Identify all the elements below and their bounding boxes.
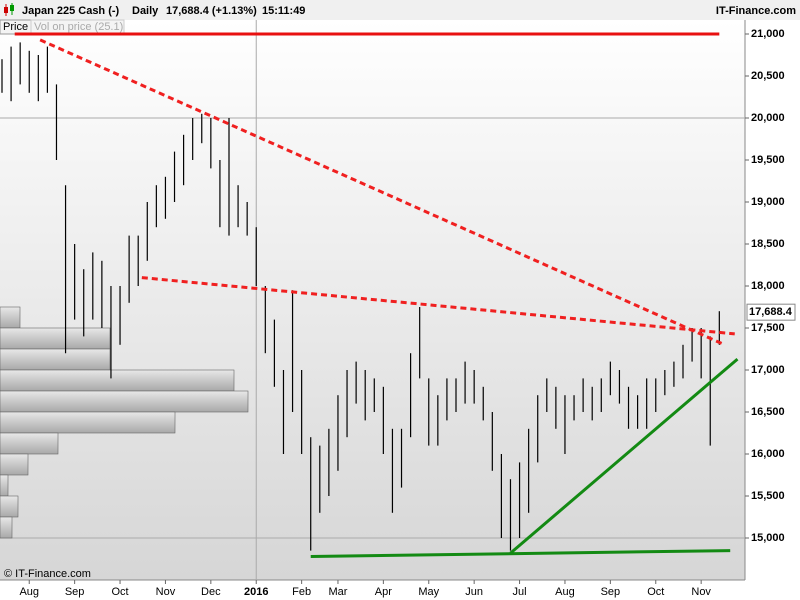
x-tick-label: Apr [375,586,392,598]
trend-line [509,357,739,555]
axis-background [0,580,745,600]
x-tick-label: Sep [65,586,85,598]
y-tick-label: 17,500 [751,322,785,334]
volume-bar [0,453,29,476]
x-tick-label: Dec [201,586,221,598]
volume-bar [0,348,111,371]
y-tick-label: 19,000 [751,196,785,208]
volume-bar [0,327,111,350]
y-tick-label: 21,000 [751,28,785,40]
copyright: © IT-Finance.com [4,568,91,580]
x-tick-label: Oct [647,586,664,598]
x-tick-label: Aug [555,586,575,598]
x-tick-label: Jun [465,586,483,598]
time: 15:11:49 [262,5,305,17]
volume-bar [0,306,21,329]
x-tick-label: 2016 [244,586,268,598]
tab-label[interactable]: Vol on price (25.1) [34,21,123,33]
trend-line [39,38,726,347]
y-tick-label: 16,000 [751,448,785,460]
tab-label[interactable]: Price [3,21,28,33]
y-tick-label: 18,000 [751,280,785,292]
volume-bar [0,495,19,518]
x-tick-label: Oct [111,586,128,598]
volume-bar [0,474,9,497]
y-tick-label: 15,000 [751,532,785,544]
trend-line [310,549,731,558]
x-tick-label: Nov [691,586,711,598]
x-tick-label: May [418,586,439,598]
x-tick-label: Feb [292,586,311,598]
brand: IT-Finance.com [716,5,796,17]
x-tick-label: Aug [19,586,39,598]
x-tick-label: Jul [513,586,527,598]
x-tick-label: Nov [156,586,176,598]
volume-bar [0,516,13,539]
y-tick-label: 15,500 [751,490,785,502]
x-tick-label: Sep [601,586,621,598]
y-tick-label: 19,500 [751,154,785,166]
y-tick-label: 20,000 [751,112,785,124]
volume-bar [0,411,176,434]
last-price-box [746,303,796,321]
y-tick-label: 18,500 [751,238,785,250]
icon [4,3,14,16]
y-tick-label: 17,000 [751,364,785,376]
volume-bar [0,432,59,455]
y-tick-label: 16,500 [751,406,785,418]
plot [0,20,745,580]
period: Daily [132,5,159,17]
header-bar [0,0,800,20]
x-tick-label: Mar [328,586,347,598]
volume-bar [0,369,235,392]
last-price-label: 17,688.4 [749,306,793,318]
volume-bar [0,390,249,413]
quote: 17,688.4 (+1.13%) [166,5,257,17]
y-tick-label: 20,500 [751,70,785,82]
instrument: Japan 225 Cash (-) [22,5,120,17]
